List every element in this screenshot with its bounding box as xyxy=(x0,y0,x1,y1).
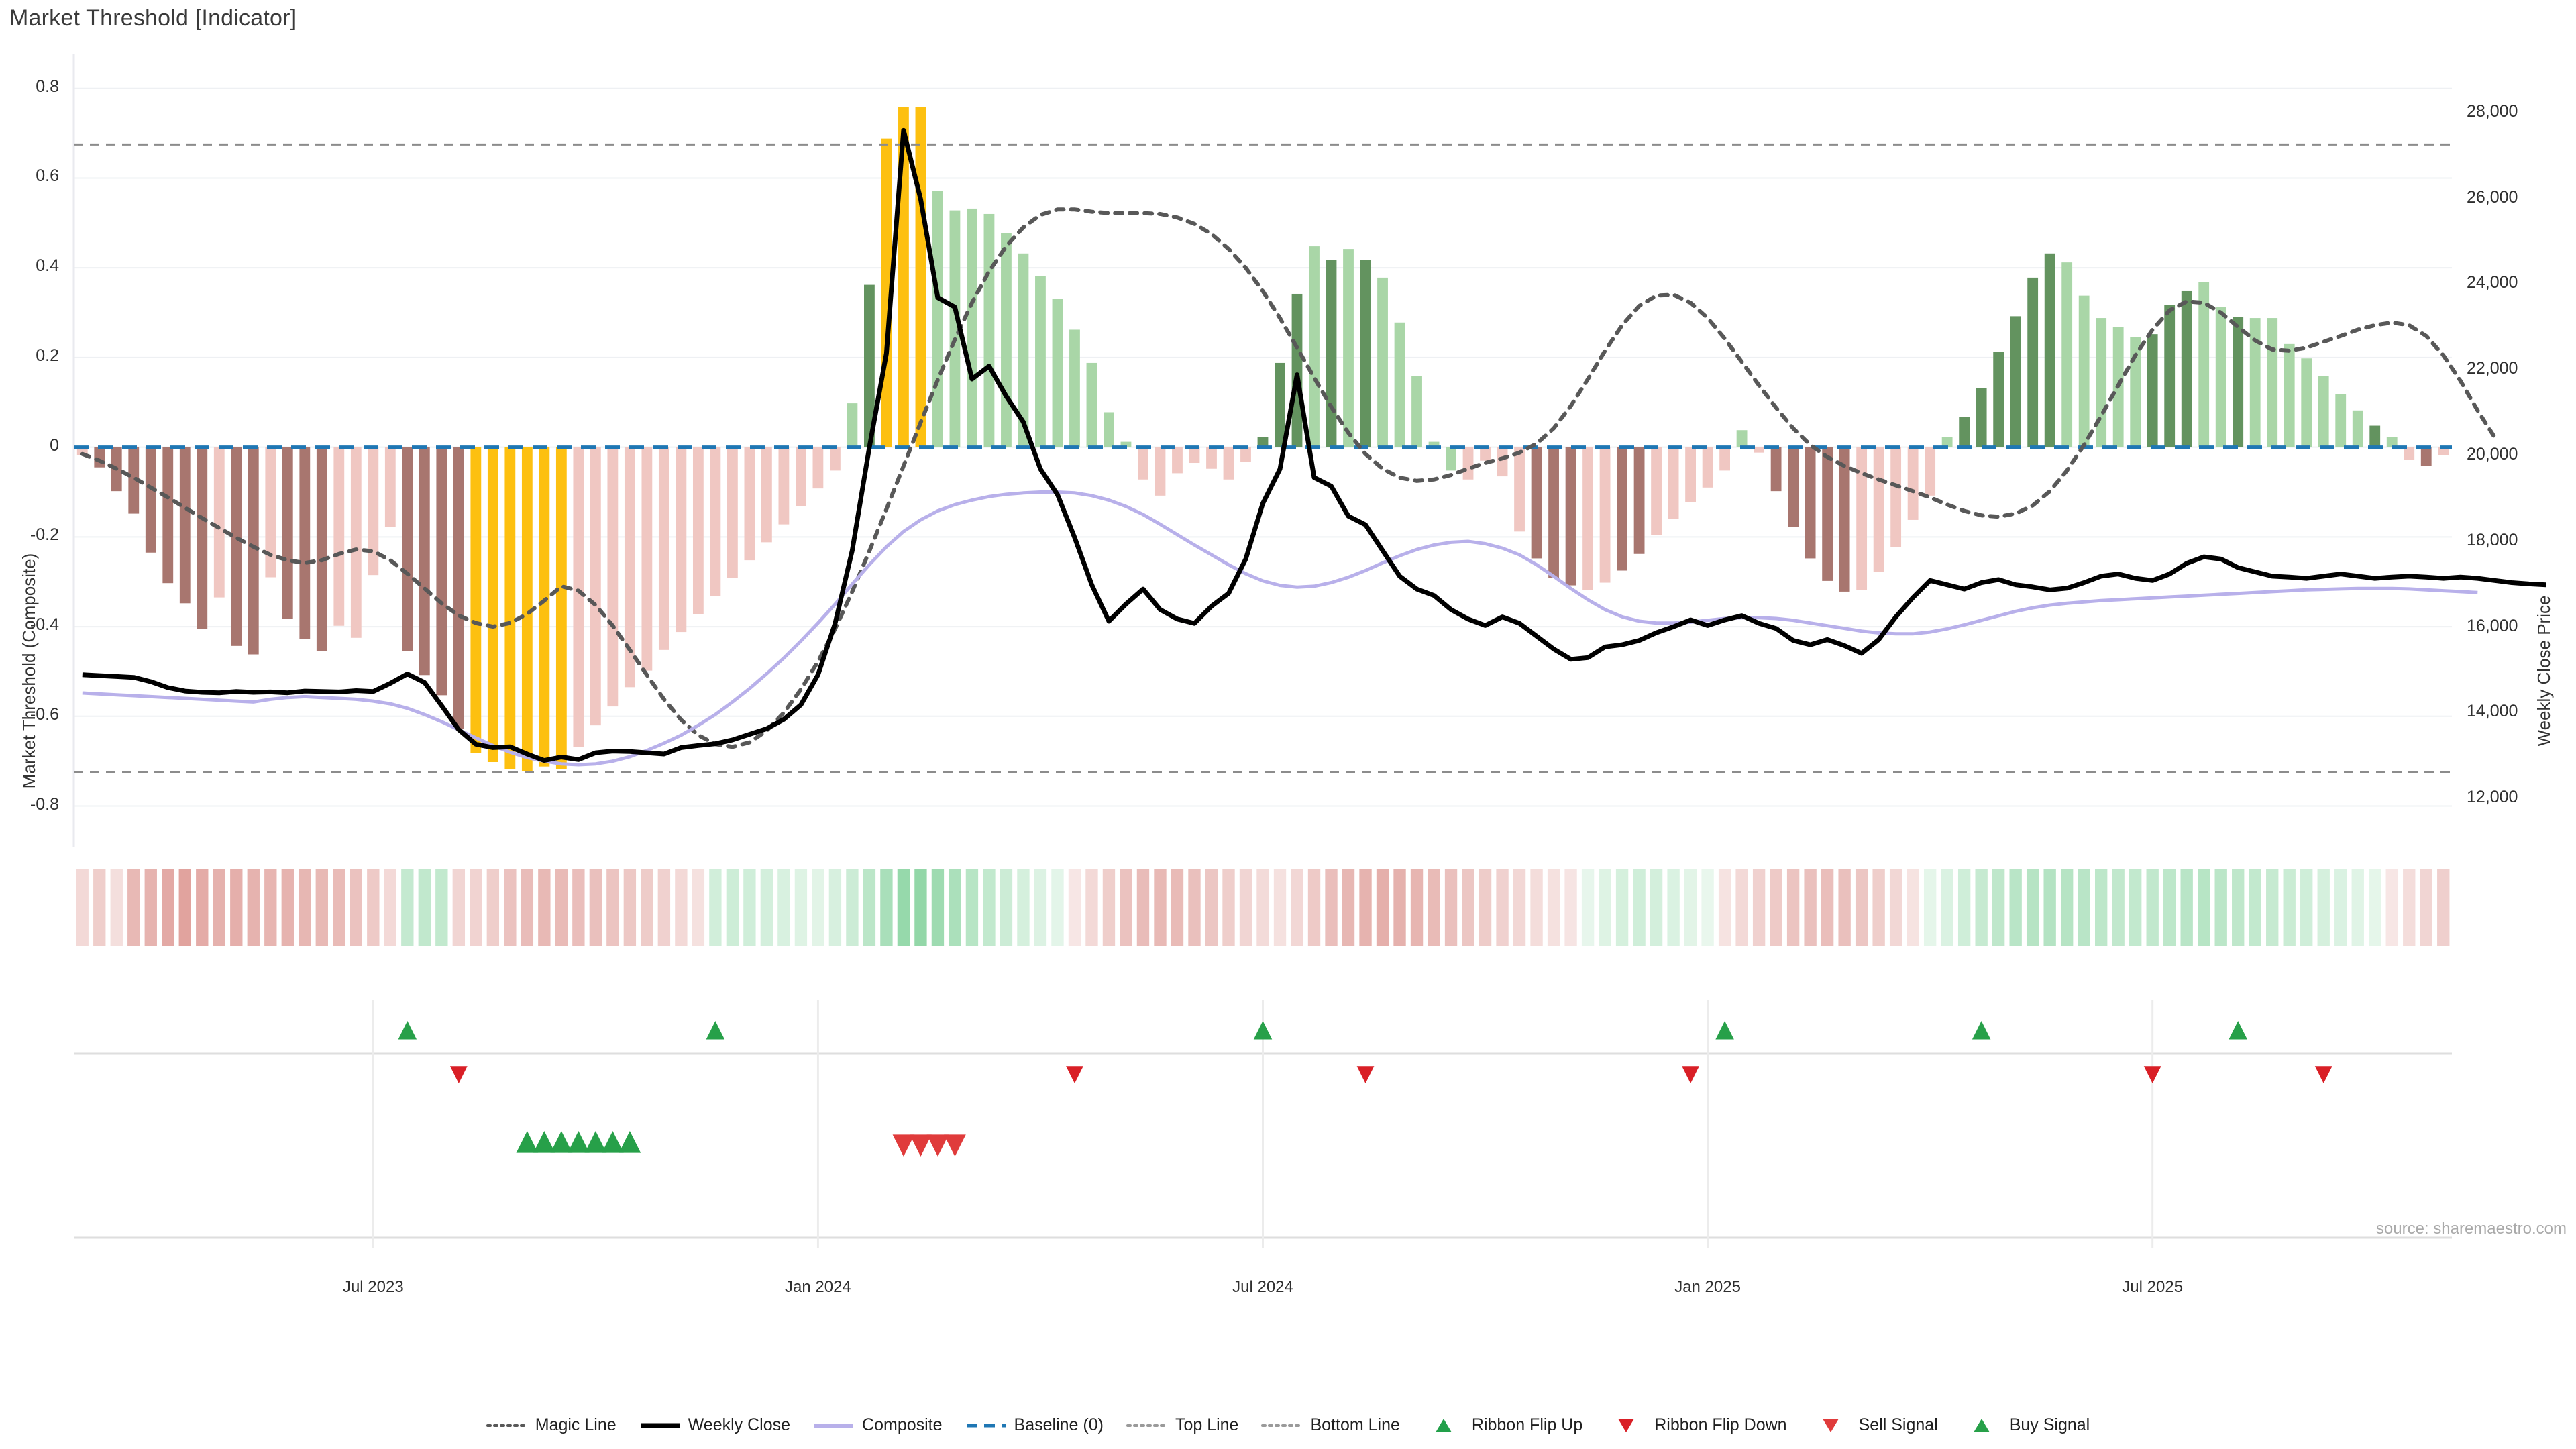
y-tick-left: 0.6 xyxy=(36,166,59,186)
page-title: Market Threshold [Indicator] xyxy=(9,5,297,31)
buy-signal-marker xyxy=(619,1131,641,1153)
legend-label: Magic Line xyxy=(535,1415,616,1434)
x-tick: Jul 2023 xyxy=(342,1278,404,1296)
legend-swatch-up-triangle-icon xyxy=(1423,1417,1464,1434)
x-tick: Jul 2024 xyxy=(1232,1278,1293,1296)
legend-swatch-solid-line-icon xyxy=(639,1417,681,1434)
source-attribution: source: sharemaestro.com xyxy=(2375,1220,2567,1238)
legend-item-composite: Composite xyxy=(813,1415,943,1435)
y-tick-right: 20,000 xyxy=(2467,445,2518,464)
legend-label: Weekly Close xyxy=(688,1415,791,1434)
sell-signal-marker xyxy=(892,1134,915,1157)
ribbon-flip-down-marker xyxy=(449,1066,468,1083)
legend-item-ribbon-flip-down: Ribbon Flip Down xyxy=(1605,1415,1787,1435)
magic-line xyxy=(80,207,2497,749)
legend-swatch-dotted-line-icon xyxy=(1261,1417,1303,1434)
ribbon-flip-down-marker xyxy=(2314,1066,2332,1083)
ribbon-flip-up-marker xyxy=(2229,1021,2247,1040)
legend-swatch-dashed-line-icon xyxy=(965,1417,1007,1434)
y-tick-left: 0.2 xyxy=(36,345,59,365)
legend-label: Baseline (0) xyxy=(1014,1415,1104,1434)
y-tick-left: 0 xyxy=(50,435,59,455)
y-tick-right: 24,000 xyxy=(2467,273,2518,292)
sell-signal-marker xyxy=(910,1134,932,1157)
buy-signal-marker xyxy=(533,1131,555,1153)
ribbon-flip-up-marker xyxy=(1715,1021,1734,1040)
x-tick: Jan 2024 xyxy=(785,1278,851,1296)
y-tick-right: 26,000 xyxy=(2467,187,2518,207)
legend-swatch-dotted-line-icon xyxy=(1126,1417,1168,1434)
legend-item-ribbon-flip-up: Ribbon Flip Up xyxy=(1423,1415,1582,1435)
x-tick: Jul 2025 xyxy=(2122,1278,2184,1296)
y-tick-right: 14,000 xyxy=(2467,702,2518,721)
buy-signal-marker xyxy=(568,1131,590,1153)
y-tick-right: 18,000 xyxy=(2467,530,2518,549)
ribbon-flip-up-marker xyxy=(1972,1021,1991,1040)
ribbon-strip xyxy=(76,869,2450,946)
legend-label: Ribbon Flip Down xyxy=(1654,1415,1787,1434)
y-tick-right: 12,000 xyxy=(2467,788,2518,807)
legend-swatch-solid-line-icon xyxy=(813,1417,855,1434)
legend-label: Ribbon Flip Up xyxy=(1471,1415,1583,1434)
buy-signal-marker xyxy=(602,1131,624,1153)
legend-label: Top Line xyxy=(1175,1415,1239,1434)
legend-item-buy-signal: Buy Signal xyxy=(1961,1415,2090,1435)
ribbon-flip-down-marker xyxy=(1066,1066,1083,1083)
y-tick-left: -0.8 xyxy=(30,794,59,814)
ribbon-flip-down-marker xyxy=(1356,1066,1375,1083)
legend-swatch-up-triangle-icon xyxy=(1961,1417,2002,1434)
legend-item-sell-signal: Sell Signal xyxy=(1810,1415,1938,1435)
legend-swatch-down-triangle-icon xyxy=(1605,1417,1647,1434)
signal-markers xyxy=(398,1021,2332,1157)
legend-label: Buy Signal xyxy=(2009,1415,2090,1434)
legend-swatch-dotted-line-icon xyxy=(486,1417,528,1434)
legend-item-top-line: Top Line xyxy=(1126,1415,1239,1435)
y-tick-left: -0.4 xyxy=(30,615,59,635)
sell-signal-marker xyxy=(944,1134,966,1157)
ribbon-flip-up-marker xyxy=(398,1021,417,1040)
legend-item-baseline-0: Baseline (0) xyxy=(965,1415,1104,1435)
legend-label: Sell Signal xyxy=(1858,1415,1938,1434)
legend-item-magic-line: Magic Line xyxy=(486,1415,616,1435)
sell-signal-marker xyxy=(926,1134,949,1157)
y-tick-left: -0.6 xyxy=(30,704,59,724)
chart-legend: Magic Line Weekly Close Composite Baseline … xyxy=(0,1415,2576,1435)
legend-item-weekly-close: Weekly Close xyxy=(639,1415,790,1435)
legend-label: Bottom Line xyxy=(1310,1415,1400,1434)
ribbon-flip-down-marker xyxy=(2143,1066,2161,1083)
y-tick-left: -0.2 xyxy=(30,525,59,545)
y-tick-right: 22,000 xyxy=(2467,359,2518,378)
ribbon-flip-up-marker xyxy=(1253,1021,1273,1040)
y-tick-right: 16,000 xyxy=(2467,616,2518,635)
buy-signal-marker xyxy=(550,1131,573,1153)
ribbon-flip-up-marker xyxy=(706,1021,725,1040)
histogram-bars xyxy=(76,107,2449,771)
x-tick: Jan 2025 xyxy=(1674,1278,1741,1296)
y-tick-left: 0.8 xyxy=(36,76,59,96)
legend-item-bottom-line: Bottom Line xyxy=(1261,1415,1400,1435)
ribbon-flip-down-marker xyxy=(1682,1066,1699,1083)
legend-label: Composite xyxy=(862,1415,943,1434)
composite-line xyxy=(82,490,2478,767)
buy-signal-marker xyxy=(516,1131,539,1153)
y-tick-right: 28,000 xyxy=(2467,101,2518,121)
buy-signal-marker xyxy=(584,1131,607,1153)
weekly-close-line xyxy=(82,127,2546,763)
y-tick-left: 0.4 xyxy=(36,256,59,276)
legend-swatch-down-triangle-icon xyxy=(1810,1417,1851,1434)
